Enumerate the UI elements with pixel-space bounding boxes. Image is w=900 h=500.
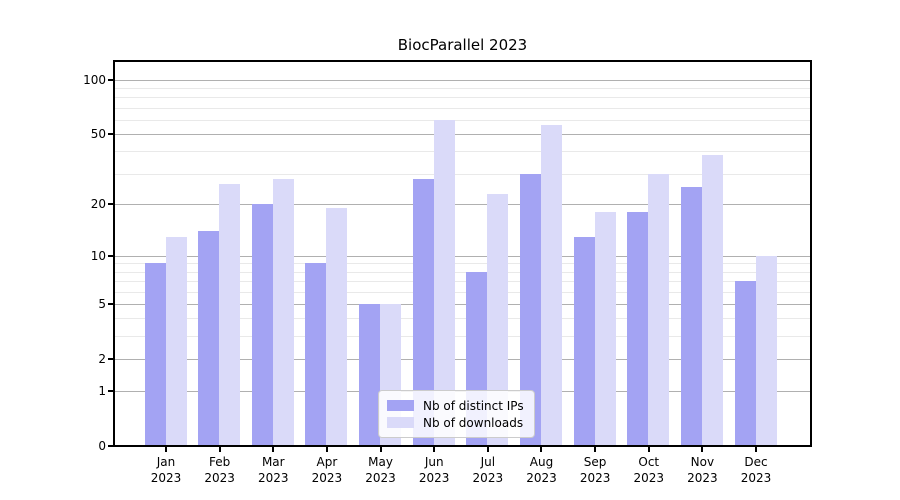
gridline-major-50 [114, 134, 811, 136]
gridline-minor-9 [114, 263, 811, 265]
bar-distinct-ips-Feb [198, 231, 220, 446]
x-tick-Mar [272, 447, 275, 452]
y-tick-label-2: 2 [98, 351, 106, 366]
x-tick-Dec [755, 447, 758, 452]
legend-item-distinct-ips: Nb of distinct IPs [387, 397, 526, 414]
gridline-minor-60 [114, 119, 811, 121]
x-tick-Jul [486, 447, 489, 452]
gridline-major-20 [114, 204, 811, 206]
bar-downloads-Apr [326, 208, 348, 446]
x-tick-Nov [701, 447, 704, 452]
bar-distinct-ips-Sep [573, 236, 595, 446]
y-tick-2 [108, 357, 113, 360]
x-tick-label-Nov: Nov 2023 [687, 455, 718, 485]
gridline-minor-6 [114, 291, 811, 293]
x-tick-Sep [594, 447, 597, 452]
bar-downloads-Aug [540, 125, 562, 446]
x-tick-label-Oct: Oct 2023 [633, 455, 665, 485]
bar-distinct-ips-Dec [734, 281, 756, 446]
legend-swatch-distinct-ips [387, 400, 414, 411]
x-tick-label-Apr: Apr 2023 [311, 455, 343, 485]
bar-downloads-Jul [487, 193, 509, 446]
x-tick-label-Aug: Aug 2023 [526, 455, 557, 485]
gridline-major-2 [114, 358, 811, 360]
y-tick-10 [108, 254, 113, 257]
x-tick-label-Sep: Sep 2023 [579, 455, 611, 485]
axis-spine-top [113, 60, 812, 62]
bar-distinct-ips-Oct [627, 212, 649, 446]
gridline-minor-90 [114, 88, 811, 90]
bar-downloads-Nov [701, 155, 723, 446]
gridline-minor-30 [114, 173, 811, 175]
legend-label-distinct-ips: Nb of distinct IPs [423, 398, 524, 413]
gridline-minor-4 [114, 318, 811, 320]
axis-spine-bottom [113, 445, 812, 447]
gridline-minor-40 [114, 151, 811, 153]
x-tick-label-Dec: Dec 2023 [740, 455, 772, 485]
plot-area: Nb of distinct IPs Nb of downloads [113, 60, 812, 447]
chart-title: BiocParallel 2023 [397, 36, 528, 54]
y-tick-20 [108, 203, 113, 206]
y-tick-0 [108, 445, 113, 447]
x-tick-Oct [647, 447, 650, 452]
legend-label-downloads: Nb of downloads [423, 415, 524, 430]
y-tick-5 [108, 302, 113, 305]
gridline-minor-3 [114, 336, 811, 337]
x-tick-label-May: May 2023 [365, 455, 396, 485]
x-tick-label-Jan: Jan 2023 [150, 455, 182, 485]
bar-distinct-ips-Jun [412, 178, 434, 446]
y-tick-1 [108, 390, 113, 392]
gridline-minor-7 [114, 281, 811, 282]
bar-downloads-Oct [648, 173, 670, 446]
x-tick-Feb [218, 447, 221, 452]
x-tick-Aug [540, 447, 543, 452]
x-tick-label-Feb: Feb 2023 [204, 455, 235, 485]
y-tick-100 [108, 78, 113, 81]
bar-distinct-ips-Mar [251, 204, 273, 446]
x-tick-May [379, 447, 382, 452]
x-tick-Jan [165, 447, 167, 452]
y-tick-label-20: 20 [90, 197, 106, 212]
x-tick-Jun [433, 447, 436, 452]
gridline-minor-80 [114, 97, 811, 99]
bar-distinct-ips-Nov [680, 187, 702, 446]
legend-swatch-downloads [387, 417, 414, 428]
gridline-minor-8 [114, 271, 811, 273]
y-tick-50 [108, 133, 113, 136]
legend-item-downloads: Nb of downloads [387, 414, 526, 431]
axis-spine-left [113, 60, 115, 447]
legend: Nb of distinct IPs Nb of downloads [378, 390, 535, 438]
y-tick-label-0: 0 [98, 439, 106, 453]
bar-distinct-ips-May [359, 303, 381, 446]
y-tick-label-5: 5 [98, 296, 106, 311]
gridline-major-10 [114, 255, 811, 257]
gridline-minor-70 [114, 107, 811, 109]
y-tick-label-1: 1 [98, 384, 106, 398]
bar-downloads-Dec [755, 255, 777, 446]
bar-downloads-Sep [594, 212, 616, 446]
bar-distinct-ips-Apr [305, 263, 327, 446]
bar-downloads-Mar [272, 178, 294, 446]
bar-downloads-Jun [433, 119, 455, 446]
bar-downloads-Feb [219, 184, 241, 446]
axis-spine-right [810, 60, 812, 447]
gridline-major-100 [114, 79, 811, 81]
gridline-major-5 [114, 303, 811, 305]
x-tick-label-Jul: Jul 2023 [472, 455, 504, 485]
bar-distinct-ips-Aug [519, 173, 541, 446]
y-tick-label-100: 100 [83, 72, 106, 87]
y-tick-label-10: 10 [90, 248, 106, 263]
bar-distinct-ips-Jan [144, 263, 166, 446]
bar-downloads-Jan [165, 236, 187, 446]
x-tick-label-Mar: Mar 2023 [257, 455, 289, 485]
x-tick-Apr [325, 447, 328, 452]
y-tick-label-50: 50 [90, 127, 106, 142]
x-tick-label-Jun: Jun 2023 [418, 455, 450, 485]
